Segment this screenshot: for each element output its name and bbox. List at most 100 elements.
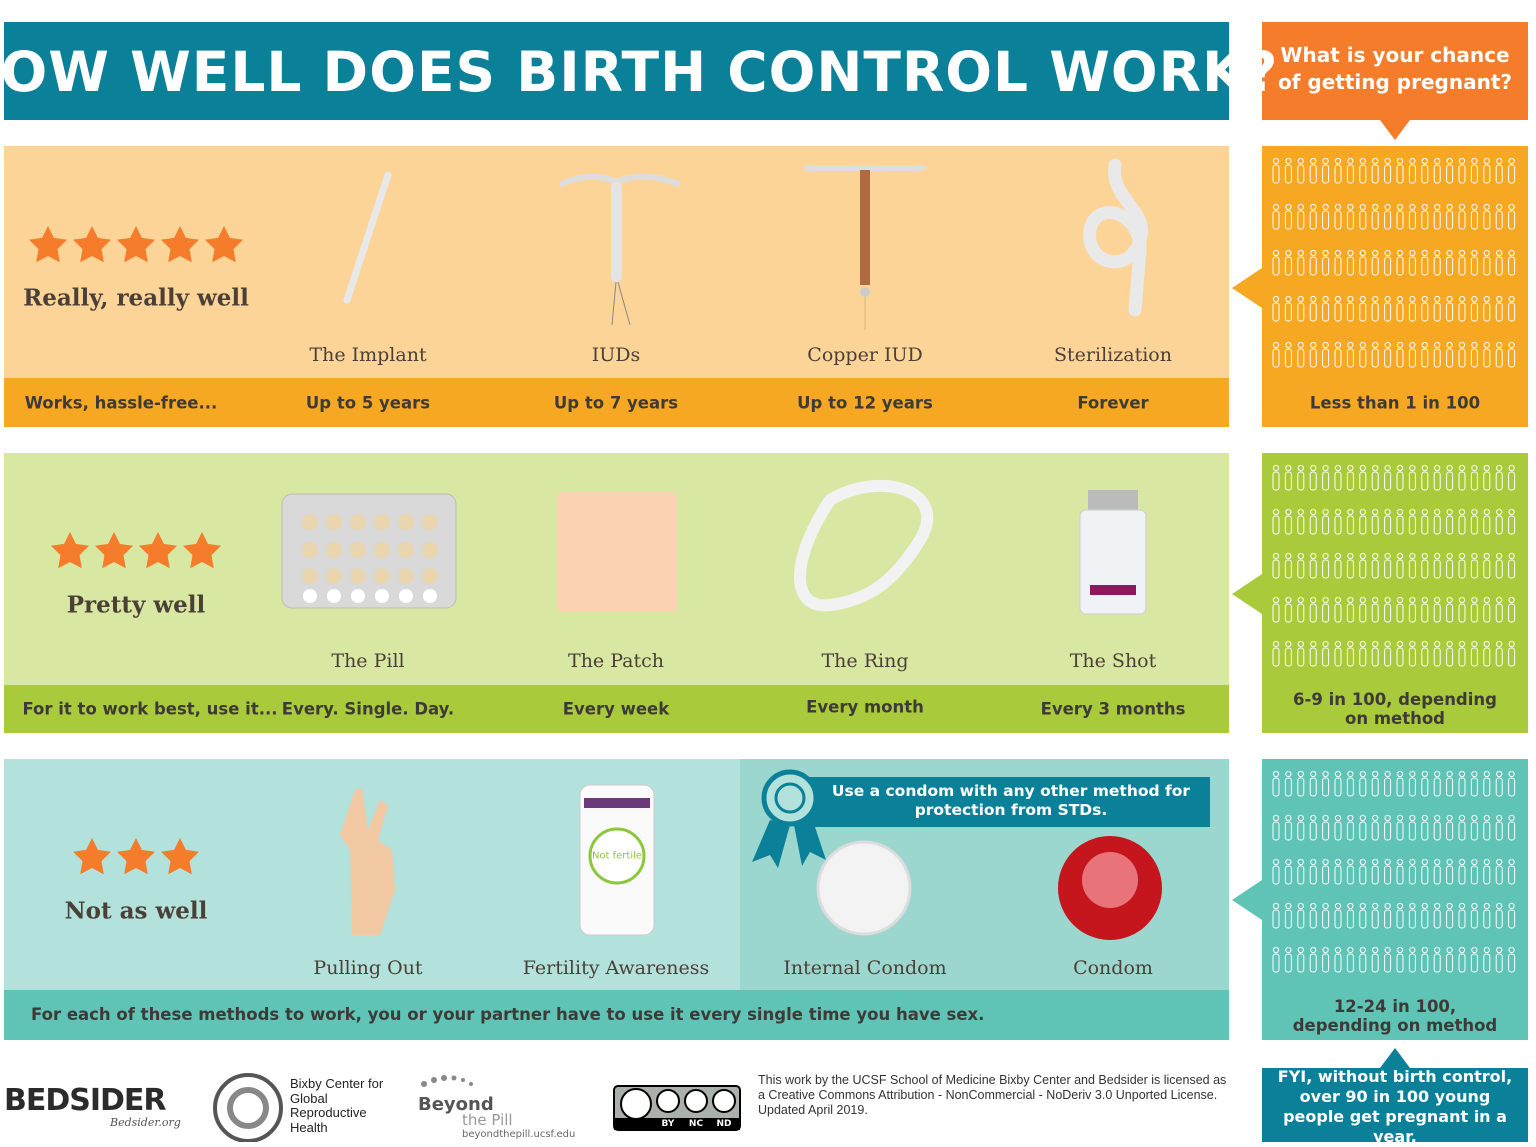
person-icon xyxy=(1384,295,1391,303)
person-icon xyxy=(1322,603,1330,623)
person-icon xyxy=(1446,515,1454,535)
person-icon xyxy=(1433,909,1441,929)
person-icon xyxy=(1285,814,1292,822)
person-icon xyxy=(1346,256,1354,276)
person-icon xyxy=(1384,249,1391,257)
person-icon xyxy=(1285,508,1292,516)
person-icon xyxy=(1347,640,1354,648)
person-icon xyxy=(1458,302,1466,322)
person-icon xyxy=(1458,515,1466,535)
person-icon xyxy=(1297,596,1304,604)
person-icon xyxy=(1310,508,1317,516)
person-icon xyxy=(1496,508,1503,516)
person-icon xyxy=(1471,295,1478,303)
person-icon xyxy=(1483,471,1491,491)
person-icon xyxy=(1322,640,1329,648)
person-icon xyxy=(1508,603,1516,623)
person-icon xyxy=(1483,858,1490,866)
person-icon xyxy=(1496,770,1503,778)
person-icon xyxy=(1495,348,1503,368)
person-icon xyxy=(1409,596,1416,604)
person-icon xyxy=(1433,953,1441,973)
person-icon xyxy=(1495,821,1503,841)
beyond-url: beyondthepill.ucsf.edu xyxy=(462,1129,576,1140)
person-icon xyxy=(1359,157,1366,165)
person-icon xyxy=(1384,777,1392,797)
person-icon xyxy=(1396,256,1404,276)
person-icon xyxy=(1471,770,1478,778)
person-icon xyxy=(1359,256,1367,276)
person-icon xyxy=(1334,256,1342,276)
person-icon xyxy=(1421,909,1429,929)
person-icon xyxy=(1372,203,1379,211)
person-icon xyxy=(1483,902,1490,910)
person-icon xyxy=(1421,256,1429,276)
person-icon xyxy=(1421,210,1429,230)
person-icon xyxy=(1347,858,1354,866)
person-icon xyxy=(1496,203,1503,211)
method-label: The Patch xyxy=(568,650,664,672)
person-icon xyxy=(1322,508,1329,516)
person-icon xyxy=(1272,348,1280,368)
person-icon xyxy=(1359,552,1366,560)
person-icon xyxy=(1433,348,1441,368)
person-icon xyxy=(1384,770,1391,778)
person-icon xyxy=(1495,302,1503,322)
person-icon xyxy=(1471,157,1478,165)
person-icon xyxy=(1396,157,1404,165)
person-icon xyxy=(1408,515,1416,535)
person-icon xyxy=(1285,464,1292,472)
person-icon xyxy=(1408,471,1416,491)
person-icon xyxy=(1309,865,1317,885)
method-label: Pulling Out xyxy=(313,957,423,979)
person-icon xyxy=(1359,865,1367,885)
band-lead: For each of these methods to work, you o… xyxy=(31,1005,985,1024)
person-icon xyxy=(1310,341,1317,349)
person-icon xyxy=(1433,821,1441,841)
person-icon xyxy=(1496,341,1503,349)
person-icon xyxy=(1458,865,1466,885)
person-icon xyxy=(1372,770,1379,778)
person-icon xyxy=(1384,341,1391,349)
person-icon xyxy=(1483,596,1490,604)
person-icon xyxy=(1309,777,1317,797)
person-icon xyxy=(1408,256,1416,276)
person-icon xyxy=(1396,341,1404,349)
person-icon xyxy=(1310,858,1317,866)
person-icon xyxy=(1458,552,1466,560)
person-icon xyxy=(1483,770,1490,778)
person-icon xyxy=(1346,164,1354,184)
person-icon xyxy=(1495,164,1503,184)
person-icon xyxy=(1495,210,1503,230)
person-icon xyxy=(1409,902,1416,910)
person-icon xyxy=(1384,647,1392,667)
person-icon xyxy=(1421,341,1428,349)
person-icon xyxy=(1421,164,1429,184)
person-icon xyxy=(1347,249,1354,257)
method-icons xyxy=(281,480,1147,615)
person-icon xyxy=(1347,341,1354,349)
person-icon xyxy=(1334,902,1342,910)
person-icon xyxy=(1483,640,1490,648)
person-icon xyxy=(1359,858,1366,866)
person-icon xyxy=(1346,515,1354,535)
person-icon xyxy=(1384,640,1391,648)
person-icon xyxy=(1310,295,1317,303)
person-icon xyxy=(1433,515,1441,535)
person-icon xyxy=(1272,508,1280,516)
person-icon xyxy=(1495,865,1503,885)
person-icon xyxy=(1310,249,1317,257)
person-icon xyxy=(1297,902,1304,910)
person-icon xyxy=(1470,210,1478,230)
person-icon xyxy=(1384,302,1392,322)
person-icon xyxy=(1284,647,1292,667)
person-icon xyxy=(1285,946,1292,954)
person-icon xyxy=(1322,295,1329,303)
person-icon xyxy=(1396,559,1404,579)
person-icon xyxy=(1421,946,1428,954)
person-icon xyxy=(1334,640,1342,648)
chance: 12-24 in 100, depending on method xyxy=(1292,997,1498,1035)
method-label: Copper IUD xyxy=(807,344,923,366)
person-icon xyxy=(1446,596,1453,604)
person-icon xyxy=(1408,909,1416,929)
